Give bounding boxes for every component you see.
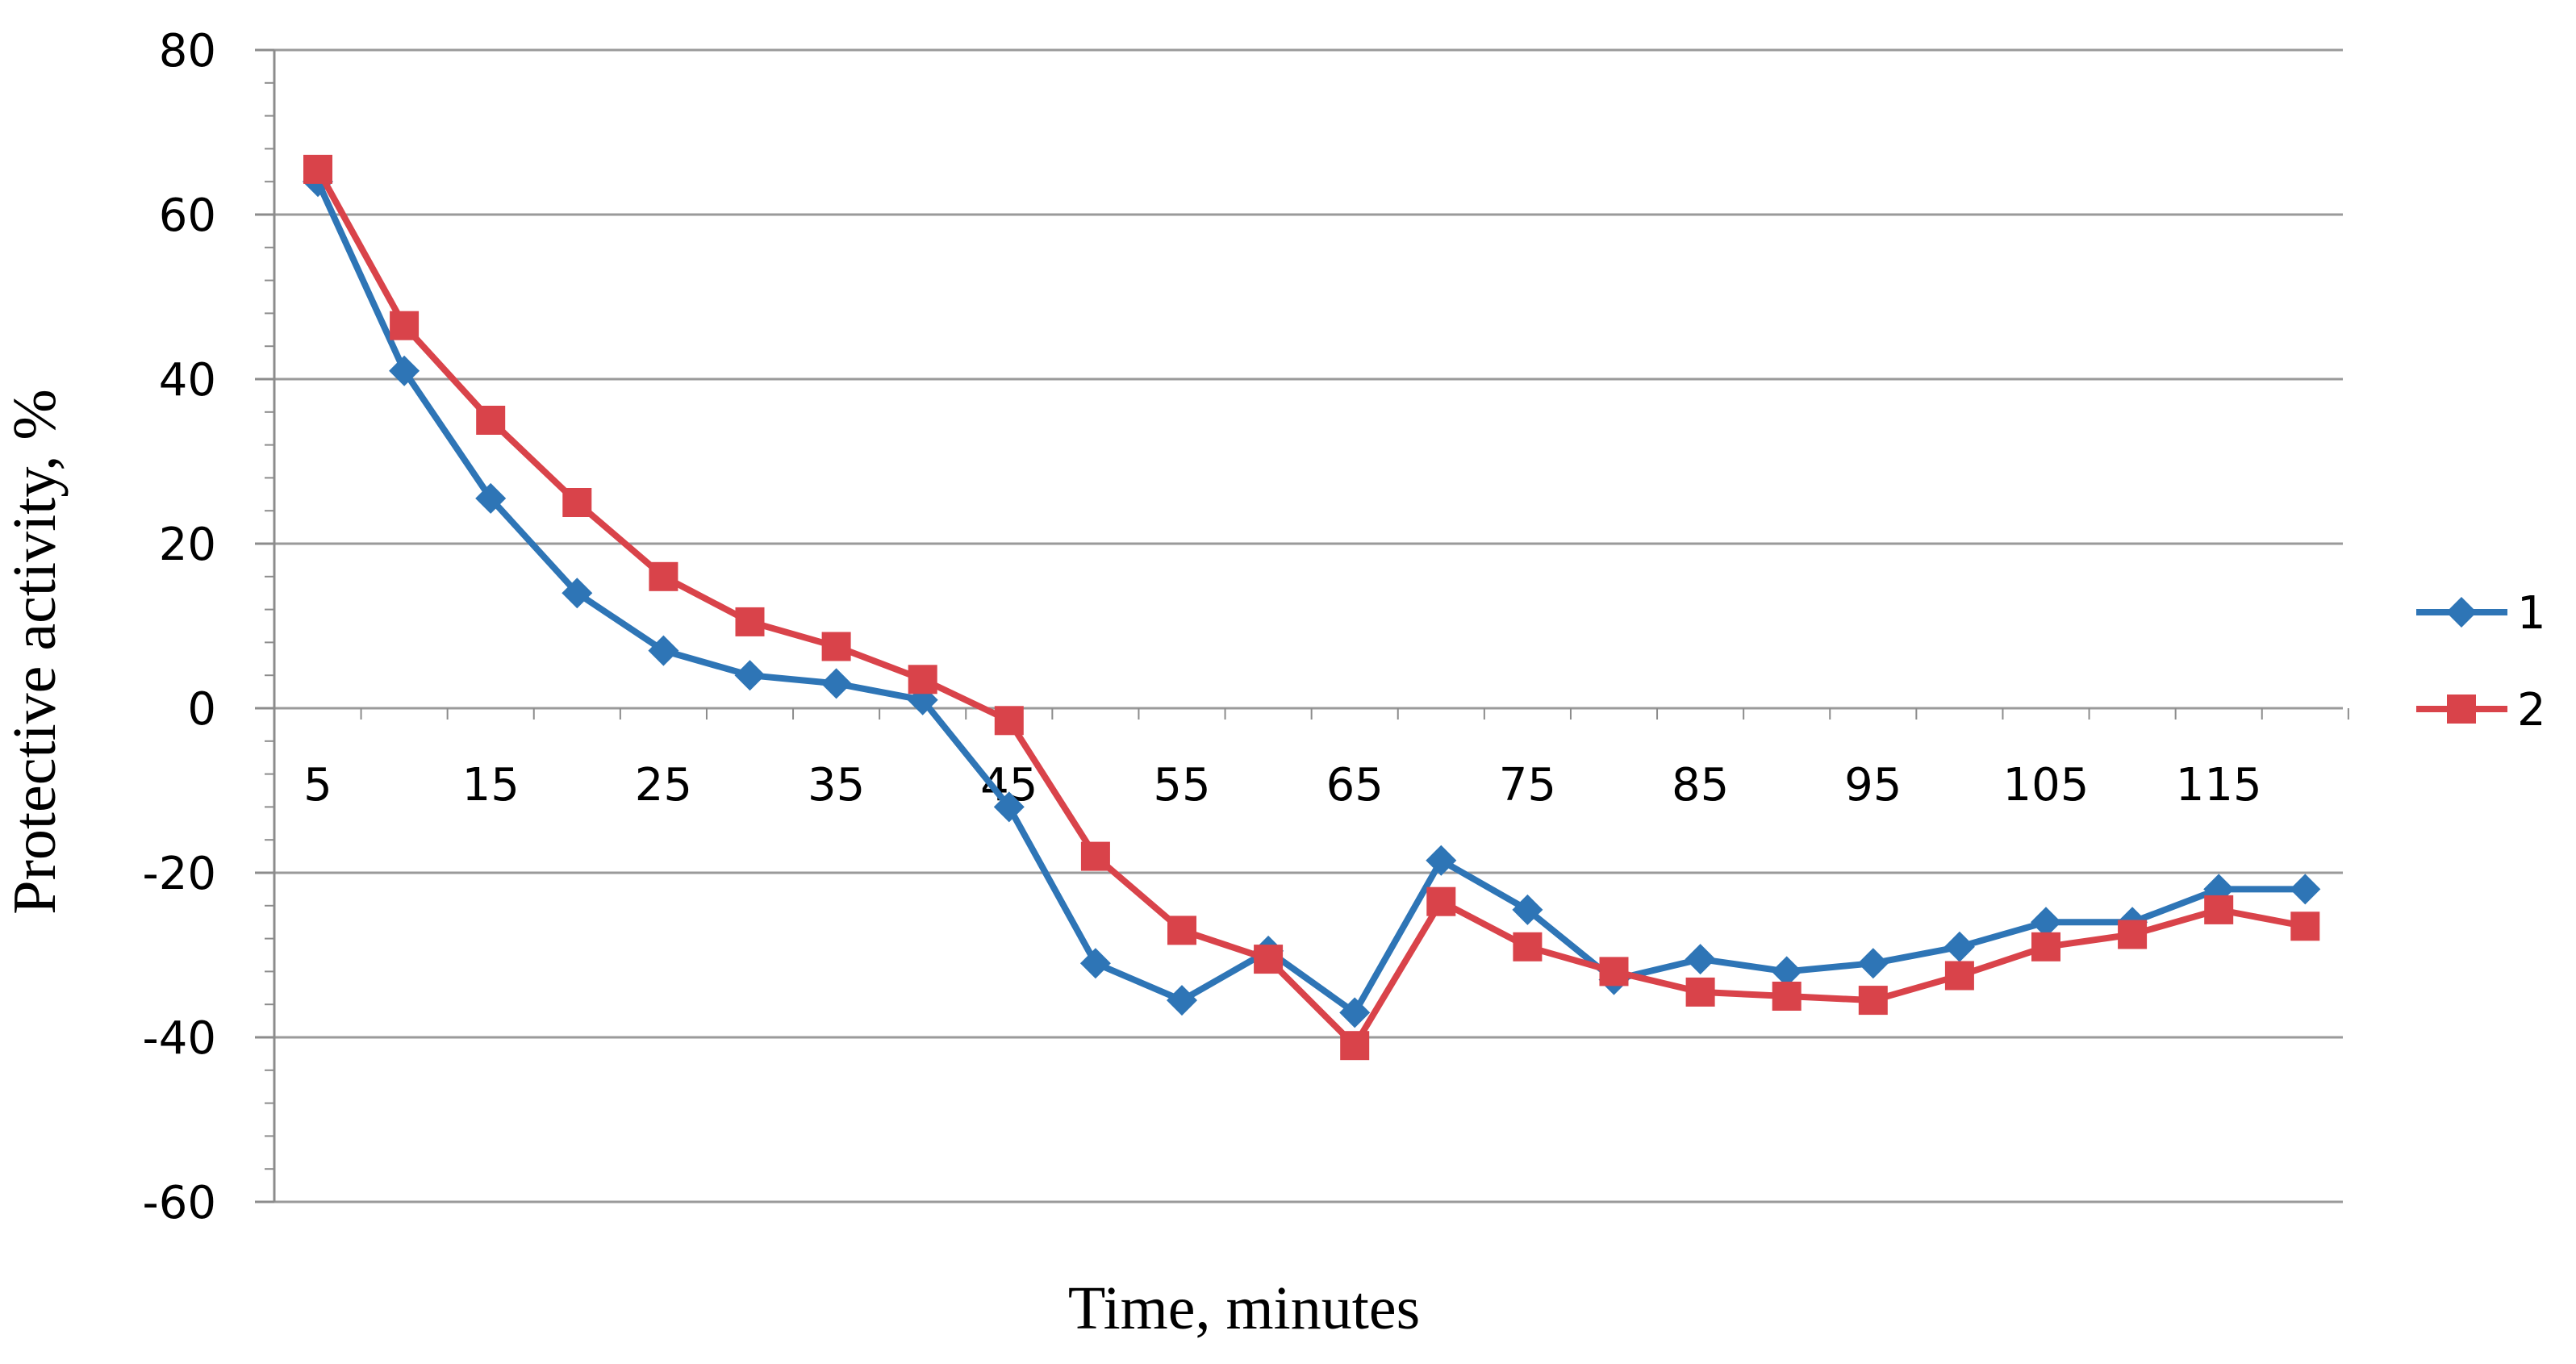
y-tick-label: -20 — [143, 848, 216, 900]
x-tick-label: 5 — [303, 759, 332, 811]
data-point — [1943, 931, 1975, 962]
x-tick-label: 65 — [1326, 759, 1384, 811]
data-point — [1339, 997, 1371, 1028]
data-point — [820, 668, 852, 699]
legend: 12 — [2416, 587, 2546, 736]
data-point — [476, 406, 506, 435]
y-tick-labels: 80 60 40 20 0 -20 -40 -60 — [143, 25, 216, 1229]
x-tick-label: 75 — [1499, 759, 1556, 811]
data-point — [1426, 845, 1457, 876]
data-point — [1944, 961, 1974, 991]
series-1 — [303, 166, 2321, 1028]
data-point — [1080, 841, 1110, 871]
data-point — [1167, 985, 1197, 1016]
data-point — [735, 607, 765, 636]
x-tick-label: 115 — [2176, 759, 2262, 811]
legend-label: 2 — [2517, 684, 2546, 736]
data-point — [908, 665, 937, 695]
data-point — [1426, 886, 1456, 916]
data-point — [1858, 986, 1888, 1016]
data-point — [993, 791, 1025, 823]
y-tick-label: -40 — [143, 1012, 216, 1065]
data-point — [821, 632, 851, 661]
data-point — [389, 355, 420, 386]
x-tick-label: 25 — [635, 759, 692, 811]
y-tick-label: 80 — [159, 25, 216, 77]
data-point — [2446, 597, 2477, 628]
series-2 — [303, 154, 2320, 1061]
x-tick-label: 85 — [1672, 759, 1729, 811]
data-point — [734, 660, 766, 691]
data-point — [2031, 907, 2061, 938]
data-point — [475, 482, 507, 514]
y-tick-label: 0 — [187, 683, 216, 736]
data-point — [303, 154, 332, 184]
x-tick-label: 15 — [462, 759, 520, 811]
data-point — [1599, 957, 1629, 987]
data-point — [1857, 948, 1889, 979]
data-point — [1772, 982, 1802, 1011]
data-point — [1340, 1031, 1370, 1061]
data-point — [1512, 894, 1543, 925]
y-tick-label: -60 — [143, 1177, 216, 1229]
data-point — [2447, 695, 2476, 724]
y-axis-title: Protective activity, % — [1, 389, 69, 914]
data-point — [1167, 916, 1196, 945]
x-tick-label: 35 — [808, 759, 865, 811]
data-point — [2118, 920, 2148, 949]
data-point — [649, 561, 678, 591]
data-point — [1685, 977, 1715, 1007]
y-tick-label: 20 — [159, 519, 216, 571]
legend-label: 1 — [2517, 587, 2546, 640]
legend-entry: 1 — [2416, 587, 2546, 640]
data-point — [2290, 911, 2320, 941]
data-point — [994, 706, 1024, 736]
data-point — [562, 578, 593, 609]
data-point — [1513, 932, 1543, 961]
axes — [255, 48, 2349, 1203]
data-point — [2031, 932, 2060, 961]
data-point — [648, 635, 679, 666]
data-point — [562, 488, 592, 517]
data-point — [1771, 956, 1802, 987]
y-tick-label: 60 — [159, 190, 216, 242]
x-axis-title: Time, minutes — [1068, 1274, 1420, 1342]
data-point — [390, 311, 420, 340]
data-point — [1079, 948, 1111, 979]
data-point — [2204, 895, 2234, 924]
legend-entry: 2 — [2416, 684, 2546, 736]
x-tick-label: 95 — [1844, 759, 1902, 811]
x-tick-label: 105 — [2003, 759, 2090, 811]
series-group — [303, 154, 2321, 1061]
x-tick-labels: 5 15 25 35 45 55 65 75 85 95 105 115 — [303, 759, 2261, 811]
y-tick-label: 40 — [159, 354, 216, 407]
series-line — [315, 178, 2309, 1016]
data-point — [1254, 945, 1284, 974]
series-line — [315, 165, 2309, 1049]
gridlines — [274, 48, 2343, 1203]
x-tick-label: 55 — [1153, 759, 1210, 811]
data-point — [2290, 874, 2321, 905]
data-point — [1685, 944, 1716, 975]
